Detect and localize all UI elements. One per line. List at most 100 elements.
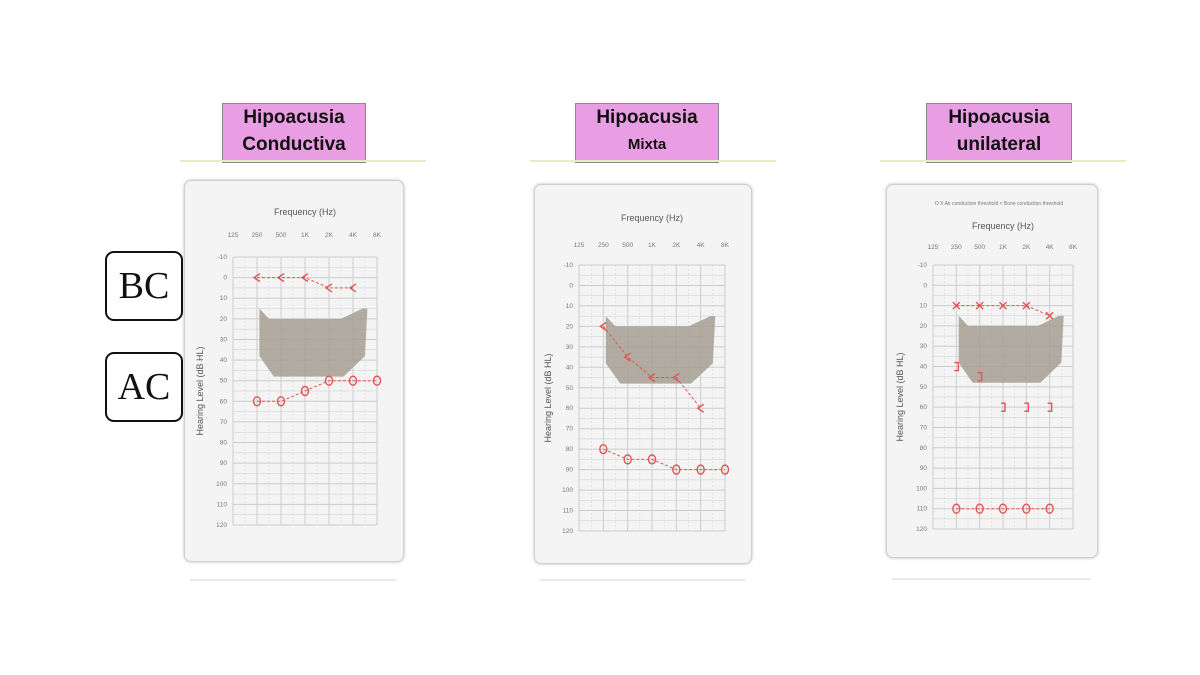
y-tick-label: 50	[220, 378, 228, 385]
y-tick-label: -10	[564, 262, 574, 269]
data-point-circle	[720, 464, 730, 475]
legend-text: O X Air conduction threshold < Bone cond…	[935, 201, 1063, 207]
y-tick-label: 90	[220, 460, 228, 467]
data-point-circle	[672, 464, 681, 475]
data-point-circle	[998, 503, 1008, 514]
audiogram-chart: Frequency (Hz) 125 250 500 1K 2K 4K 8K -10 0 10 20 3…	[195, 207, 382, 529]
data-point-bracket-right	[954, 361, 960, 372]
title-line2: unilateral	[956, 134, 1042, 155]
y-axis-title: Hearing Level (dB HL)	[895, 352, 905, 441]
card-shadow-line	[190, 579, 396, 581]
data-point-circle	[599, 443, 608, 455]
y-tick-label: 10	[920, 303, 928, 310]
audiogram-unilateral: Frequency (Hz) 125 250 500 1K 2K 4K 8K -10 0 10 20 3…	[886, 184, 1098, 558]
title-line1: Hipoacusia	[596, 107, 698, 128]
x-tick-label: 250	[951, 244, 962, 251]
y-tick-label: 60	[566, 405, 574, 412]
y-tick-label: 20	[220, 316, 228, 323]
y-tick-label: 30	[566, 344, 574, 351]
data-point-circle	[975, 503, 984, 514]
x-tick-label: 8K	[1069, 244, 1078, 251]
audiogram-mixta: Frequency (Hz) 125 250 500 1K 2K 4K 8K -10 0 10 20 3…	[534, 184, 752, 564]
data-point-bracket	[300, 273, 309, 283]
y-axis-title: Hearing Level (dB HL)	[195, 346, 205, 435]
ac-label-box: AC	[105, 352, 183, 422]
y-tick-label: 90	[566, 467, 574, 474]
y-tick-label: 100	[216, 481, 227, 488]
x-tick-label: 2K	[672, 242, 681, 249]
grid	[232, 256, 378, 526]
y-tick-label: 110	[217, 501, 228, 508]
y-tick-label: 30	[920, 343, 928, 350]
data-point-circle	[348, 375, 358, 386]
grid	[578, 264, 726, 532]
x-tick-label: 125	[228, 232, 239, 239]
y-tick-label: 70	[920, 424, 928, 431]
y-tick-label: -10	[218, 254, 228, 261]
title-mixta: Hipoacusia Mixta	[575, 103, 719, 163]
title-line2: Conductiva	[242, 134, 346, 155]
title-conductiva: Hipoacusia Conductiva	[222, 103, 366, 163]
card-shadow-line	[540, 579, 745, 581]
x-tick-label: 2K	[1022, 244, 1031, 251]
title-unilateral: Hipoacusia unilateral	[926, 103, 1072, 163]
x-tick-label: 250	[598, 242, 609, 249]
x-axis-title: Frequency (Hz)	[274, 207, 336, 217]
y-tick-label: 70	[220, 419, 228, 426]
y-tick-label: 70	[566, 426, 574, 433]
y-tick-label: 10	[566, 303, 574, 310]
x-axis-title: Frequency (Hz)	[972, 221, 1034, 231]
y-tick-label: 100	[916, 485, 927, 492]
data-point-circle	[623, 454, 632, 465]
y-tick-label: 110	[917, 506, 928, 513]
y-tick-label: 50	[566, 385, 574, 392]
y-tick-label: 120	[562, 528, 573, 535]
data-point-bracket	[348, 283, 357, 293]
x-tick-label: 1K	[999, 244, 1008, 251]
audiogram-chart: Frequency (Hz) 125 250 500 1K 2K 4K 8K -10 0 10 20 3…	[895, 201, 1078, 533]
y-tick-label: 110	[563, 508, 574, 515]
data-point-bracket-right	[1001, 402, 1006, 412]
y-tick-label: 60	[920, 404, 928, 411]
y-tick-label: 0	[923, 282, 927, 289]
speech-banana	[259, 308, 368, 377]
audiogram-conductiva: Frequency (Hz) 125 250 500 1K 2K 4K 8K -10 0 10 20 3…	[184, 180, 404, 562]
y-tick-label: -10	[918, 262, 928, 269]
data-point-x	[1022, 301, 1031, 310]
x-tick-label: 125	[928, 244, 939, 251]
y-tick-label: 80	[220, 440, 228, 447]
data-point-bracket	[252, 273, 261, 283]
y-tick-label: 60	[220, 398, 228, 405]
y-tick-label: 20	[566, 323, 574, 330]
data-point-circle	[952, 503, 961, 514]
series-<	[252, 273, 357, 293]
speech-banana	[605, 316, 716, 384]
y-tick-label: 50	[920, 384, 928, 391]
x-tick-label: 500	[974, 244, 985, 251]
y-axis-title: Hearing Level (dB HL)	[543, 353, 553, 442]
title-line1: Hipoacusia	[243, 107, 345, 128]
series-]	[954, 361, 1053, 412]
data-point-bracket-right	[977, 371, 983, 382]
series-<	[599, 321, 705, 413]
y-tick-label: 0	[569, 282, 573, 289]
y-tick-label: 120	[916, 526, 927, 533]
grid	[932, 264, 1074, 530]
audiogram-chart: Frequency (Hz) 125 250 500 1K 2K 4K 8K -10 0 10 20 3…	[543, 213, 730, 535]
y-tick-label: 0	[223, 275, 227, 282]
x-tick-label: 125	[574, 242, 585, 249]
title-underline	[530, 160, 776, 162]
title-line2: Mixta	[627, 136, 667, 153]
data-point-bracket	[599, 321, 607, 331]
y-tick-label: 120	[216, 522, 227, 529]
x-tick-label: 500	[276, 232, 287, 239]
data-point-x	[1045, 311, 1054, 320]
y-tick-label: 80	[566, 446, 574, 453]
y-tick-label: 20	[920, 323, 928, 330]
y-tick-label: 40	[220, 357, 228, 364]
data-point-circle	[276, 396, 286, 407]
x-axis-title: Frequency (Hz)	[621, 213, 683, 223]
x-tick-label: 4K	[697, 242, 706, 249]
y-tick-label: 90	[920, 465, 928, 472]
series-O	[252, 375, 382, 407]
